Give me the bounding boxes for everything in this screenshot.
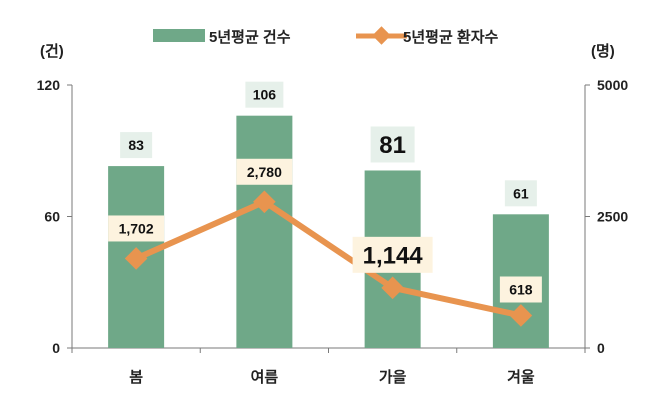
x-axis-category-label: 봄 bbox=[129, 369, 143, 386]
legend-swatch-bar bbox=[153, 29, 205, 42]
legend-label-line: 5년평균 환자수 bbox=[403, 28, 499, 46]
bar-data-label: 81 bbox=[379, 132, 406, 159]
right-axis-tick-label: 0 bbox=[597, 340, 605, 356]
x-axis-category-label: 겨울 bbox=[507, 369, 535, 386]
line-data-label-box bbox=[352, 236, 433, 273]
bar-data-label-box bbox=[370, 126, 415, 163]
bar-data-label-box bbox=[120, 132, 153, 159]
legend: 5년평균 건수 5년평균 환자수 bbox=[153, 26, 499, 46]
x-axis-category-label: 가을 bbox=[379, 369, 407, 386]
line-data-label: 2,780 bbox=[247, 164, 282, 180]
bar bbox=[236, 115, 293, 348]
right-axis-tick-label: 5000 bbox=[597, 77, 628, 93]
line-data-label: 1,702 bbox=[119, 221, 154, 237]
legend-label-bar: 5년평균 건수 bbox=[209, 28, 291, 46]
line-data-label-box bbox=[108, 215, 165, 242]
bar-data-label: 83 bbox=[128, 137, 144, 153]
left-axis-unit: (건) bbox=[40, 43, 64, 60]
left-axis-tick-label: 60 bbox=[44, 209, 60, 225]
legend-swatch-marker bbox=[372, 26, 391, 45]
line-marker bbox=[509, 304, 533, 327]
bar-data-label: 106 bbox=[253, 87, 277, 103]
right-axis-tick-label: 2500 bbox=[597, 209, 628, 225]
bar-data-label: 61 bbox=[513, 185, 529, 201]
line-marker bbox=[381, 276, 404, 300]
line-data-label-box bbox=[236, 158, 293, 185]
left-axis-tick-label: 0 bbox=[52, 340, 60, 356]
line-data-label-box bbox=[499, 276, 542, 303]
line-series bbox=[133, 198, 524, 319]
bar-data-label-box bbox=[504, 180, 537, 207]
plot-layer: 0 60 120 0 2500 5000 봄 여름 가을 겨울 83 106 81 61 1,702 2,78… bbox=[37, 77, 629, 386]
left-axis-tick-label: 120 bbox=[37, 77, 61, 93]
line-data-label: 618 bbox=[509, 282, 533, 298]
right-axis-unit: (명) bbox=[591, 42, 615, 60]
x-axis-category-label: 여름 bbox=[251, 369, 279, 386]
line-data-label: 1,144 bbox=[363, 242, 424, 269]
bar-data-label-box bbox=[245, 81, 284, 108]
